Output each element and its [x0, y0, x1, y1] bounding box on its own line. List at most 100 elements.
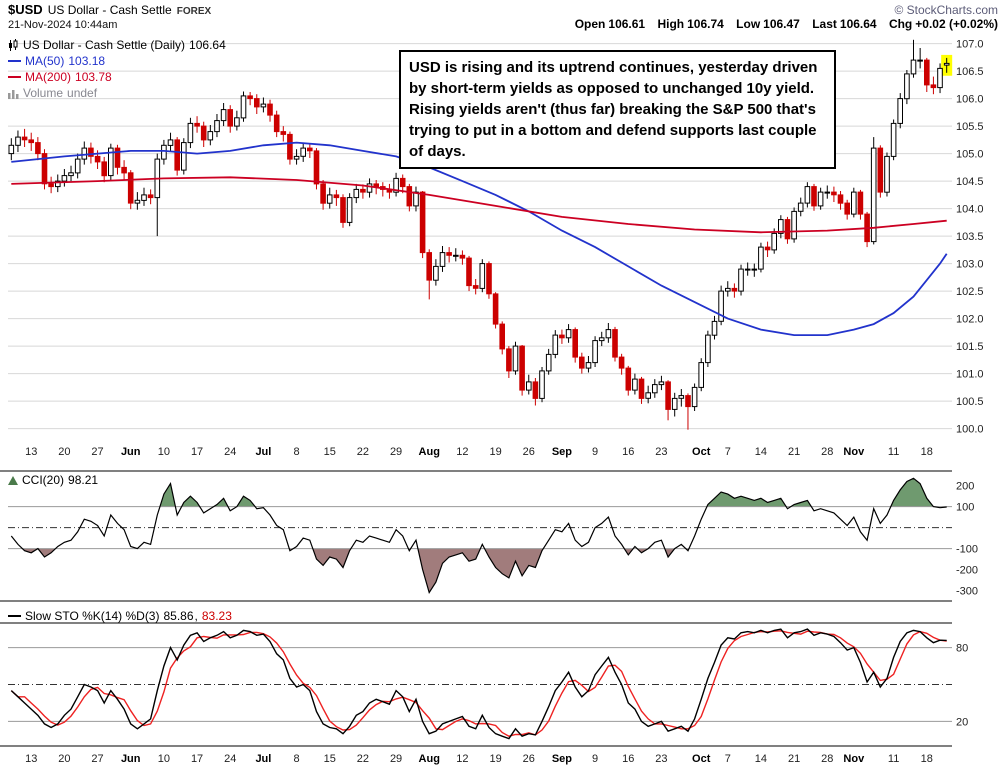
- svg-text:104.0: 104.0: [956, 204, 984, 216]
- svg-text:100.0: 100.0: [956, 424, 984, 436]
- cci-oversold-fill: [11, 548, 947, 593]
- annotation-box: USD is rising and its uptrend continues,…: [399, 50, 836, 169]
- cci-panel: 200 100 -100 -200 -300: [0, 470, 978, 602]
- cci-line: [10, 477, 947, 595]
- svg-text:Jun: Jun: [121, 446, 141, 458]
- svg-text:13: 13: [25, 446, 37, 458]
- price-legend-value: 106.64: [189, 38, 226, 52]
- price-legend: US Dollar - Cash Settle (Daily) 106.64 M…: [8, 37, 226, 101]
- cci-icon: [8, 475, 18, 485]
- svg-text:20: 20: [58, 753, 70, 765]
- open-value: 106.61: [608, 17, 646, 31]
- svg-text:103.0: 103.0: [956, 259, 984, 271]
- svg-text:23: 23: [655, 446, 667, 458]
- svg-text:12: 12: [456, 753, 468, 765]
- symbol: $USD: [8, 2, 43, 17]
- svg-text:Sep: Sep: [552, 753, 572, 765]
- chart-timestamp: 21-Nov-2024 10:44am: [8, 19, 118, 31]
- svg-text:Oct: Oct: [692, 446, 711, 458]
- low-value: 106.47: [763, 17, 800, 31]
- svg-text:11: 11: [888, 753, 899, 765]
- cci-legend-label: CCI(20): [22, 473, 65, 487]
- svg-text:15: 15: [324, 446, 336, 458]
- last-label: Last: [812, 17, 837, 31]
- svg-text:16: 16: [622, 446, 634, 458]
- candlestick-series: [8, 39, 950, 430]
- svg-text:29: 29: [390, 446, 402, 458]
- svg-text:9: 9: [592, 753, 598, 765]
- svg-text:24: 24: [224, 446, 236, 458]
- price-legend-row: US Dollar - Cash Settle (Daily) 106.64: [8, 37, 226, 53]
- volume-legend-label: Volume: [23, 86, 64, 100]
- svg-text:7: 7: [725, 753, 731, 765]
- ma200-line: [11, 176, 947, 234]
- svg-text:Nov: Nov: [843, 753, 865, 765]
- sto-k-value: 85.86: [163, 609, 194, 623]
- low-label: Low: [736, 17, 761, 31]
- svg-text:19: 19: [489, 753, 501, 765]
- svg-text:200: 200: [956, 481, 974, 493]
- svg-text:105.0: 105.0: [956, 149, 984, 161]
- svg-text:27: 27: [91, 753, 103, 765]
- svg-text:101.5: 101.5: [956, 341, 984, 353]
- svg-text:106.5: 106.5: [956, 66, 984, 78]
- svg-text:29: 29: [390, 753, 402, 765]
- chart-header: $USD US Dollar - Cash Settle FOREX © Sto…: [0, 0, 1004, 31]
- svg-text:101.0: 101.0: [956, 369, 984, 381]
- chg-value: +0.02 (+0.02%): [915, 17, 998, 31]
- volume-icon: [8, 88, 19, 99]
- high-value: 106.74: [687, 17, 724, 31]
- svg-text:18: 18: [921, 753, 933, 765]
- svg-text:Sep: Sep: [552, 446, 572, 458]
- svg-text:17: 17: [191, 753, 203, 765]
- svg-text:26: 26: [523, 753, 535, 765]
- candlestick-icon: [8, 38, 19, 52]
- svg-text:102.5: 102.5: [956, 286, 984, 298]
- sto-legend: Slow STO %K(14) %D(3) 85.86, 83.23: [8, 608, 232, 624]
- svg-text:-300: -300: [956, 586, 978, 598]
- svg-text:Oct: Oct: [692, 753, 711, 765]
- high-label: High: [657, 17, 685, 31]
- svg-text:18: 18: [921, 446, 933, 458]
- sto-line-icon: [8, 615, 21, 617]
- svg-text:23: 23: [655, 753, 667, 765]
- svg-text:19: 19: [489, 446, 501, 458]
- ma50-legend-row: MA(50) 103.18: [8, 53, 226, 69]
- sto-percent-k-line: [10, 628, 947, 740]
- last-value: 106.64: [839, 17, 877, 31]
- svg-text:10: 10: [158, 446, 170, 458]
- cci-legend: CCI(20) 98.21: [8, 472, 98, 488]
- svg-text:106.0: 106.0: [956, 94, 984, 106]
- ma200-line-icon: [8, 76, 21, 78]
- svg-text:21: 21: [788, 753, 800, 765]
- ma200-legend-row: MA(200) 103.78: [8, 69, 226, 85]
- svg-text:12: 12: [456, 446, 468, 458]
- svg-text:105.5: 105.5: [956, 121, 984, 133]
- svg-text:22: 22: [357, 446, 369, 458]
- price-legend-label: US Dollar - Cash Settle (Daily): [23, 38, 186, 52]
- svg-text:27: 27: [91, 446, 103, 458]
- sto-legend-label: Slow STO %K(14) %D(3): [25, 609, 160, 623]
- svg-text:Aug: Aug: [419, 753, 440, 765]
- svg-text:-100: -100: [956, 544, 978, 556]
- svg-text:103.5: 103.5: [956, 231, 984, 243]
- svg-text:8: 8: [294, 446, 300, 458]
- svg-text:20: 20: [956, 716, 968, 728]
- svg-text:17: 17: [191, 446, 203, 458]
- ma200-legend-label: MA(200): [25, 70, 72, 84]
- ma50-line: [11, 141, 948, 336]
- svg-text:14: 14: [755, 753, 767, 765]
- svg-text:20: 20: [58, 446, 70, 458]
- svg-text:13: 13: [25, 753, 37, 765]
- svg-text:28: 28: [821, 446, 833, 458]
- svg-text:8: 8: [294, 753, 300, 765]
- ma50-line-icon: [8, 60, 21, 62]
- svg-text:11: 11: [888, 446, 899, 458]
- svg-text:7: 7: [725, 446, 731, 458]
- sto-d-value: 83.23: [201, 609, 232, 623]
- svg-text:102.0: 102.0: [956, 314, 984, 326]
- svg-text:22: 22: [357, 753, 369, 765]
- svg-text:Jul: Jul: [255, 753, 271, 765]
- stockcharts-credit: © StockCharts.com: [894, 3, 998, 17]
- svg-text:14: 14: [755, 446, 767, 458]
